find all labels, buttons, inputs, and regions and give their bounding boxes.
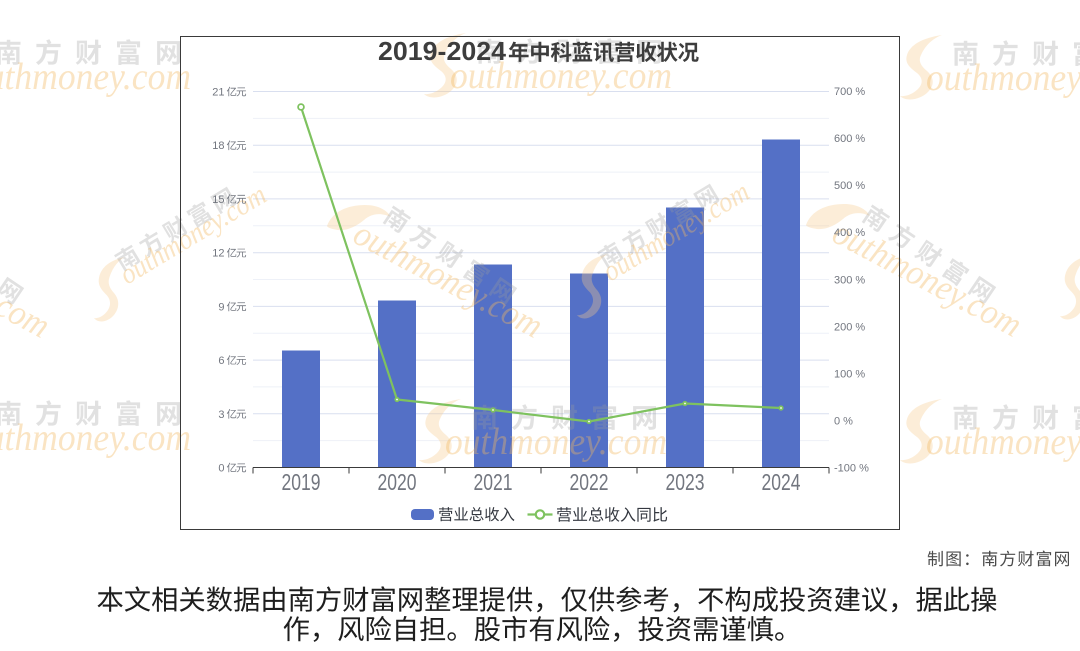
svg-text:2022: 2022 [570,469,609,495]
svg-text:2019: 2019 [282,469,321,495]
svg-text:2024: 2024 [762,469,801,495]
svg-text:-100 %: -100 % [834,463,869,475]
svg-text:12: 12 [212,248,224,260]
svg-text:2020: 2020 [378,469,417,495]
svg-text:400 %: 400 % [834,227,865,239]
svg-text:2023: 2023 [666,469,705,495]
svg-text:0: 0 [218,463,224,475]
svg-text:15: 15 [212,194,224,206]
svg-text:6: 6 [218,355,224,367]
svg-text:500 %: 500 % [834,180,865,192]
svg-text:2019-2024: 2019-2024 [378,36,507,66]
svg-text:100 %: 100 % [834,368,865,380]
svg-text:700 %: 700 % [834,86,865,98]
svg-text:3: 3 [218,409,224,421]
svg-text:0 %: 0 % [834,415,853,427]
svg-text:9: 9 [218,301,224,313]
svg-text:18: 18 [212,140,224,152]
svg-text:600 %: 600 % [834,133,865,145]
svg-text:200 %: 200 % [834,321,865,333]
svg-text:300 %: 300 % [834,274,865,286]
svg-text:21: 21 [212,87,224,99]
svg-text:2021: 2021 [474,469,513,495]
